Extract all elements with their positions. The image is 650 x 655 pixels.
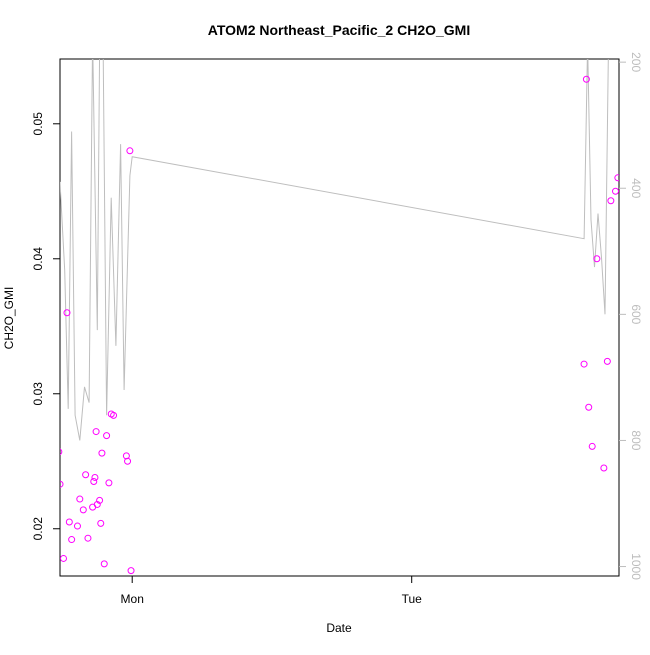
scatter-point: [79, 506, 87, 514]
y2-tick-label: 400: [629, 178, 643, 198]
x-tick-label: Mon: [121, 592, 144, 606]
scatter-point: [82, 471, 90, 479]
scatter-point: [65, 518, 73, 526]
scatter-point: [612, 187, 619, 195]
x-axis-label: Date: [326, 621, 352, 635]
scatter-series: [60, 75, 619, 575]
scatter-point: [96, 496, 104, 504]
scatter-point: [84, 534, 92, 542]
scatter-point: [588, 442, 596, 450]
scatter-point: [607, 197, 615, 205]
scatter-point: [100, 560, 108, 568]
scatter-point: [60, 554, 67, 562]
y2-tick-label: 600: [629, 304, 643, 324]
scatter-point: [97, 519, 105, 527]
scatter-point: [98, 449, 106, 457]
scatter-point: [110, 411, 118, 419]
y-axis-label: CH2O_GMI: [2, 287, 16, 350]
line-series: [60, 59, 609, 441]
scatter-point: [92, 428, 100, 436]
y-tick-label: 0.02: [31, 517, 45, 541]
left-axis: 0.02 0.03 0.04 0.05: [31, 112, 60, 541]
plot-frame: [59, 58, 620, 577]
scatter-point: [90, 478, 98, 486]
y2-tick-label: 200: [629, 52, 643, 72]
right-axis: 200 400 600 800 1000: [619, 52, 643, 580]
scatter-point: [103, 432, 111, 440]
scatter-point: [582, 75, 590, 83]
scatter-point: [603, 357, 611, 365]
y-tick-label: 0.05: [31, 112, 45, 136]
scatter-point: [63, 309, 71, 317]
chart-title: ATOM2 Northeast_Pacific_2 CH2O_GMI: [208, 22, 470, 38]
y2-tick-label: 1000: [629, 553, 643, 580]
y-tick-label: 0.04: [31, 247, 45, 271]
scatter-point: [585, 403, 593, 411]
scatter-point: [60, 448, 63, 456]
scatter-point: [76, 495, 84, 503]
scatter-point: [91, 473, 99, 481]
scatter-point: [127, 567, 135, 575]
scatter-point: [126, 147, 134, 155]
x-tick-label: Tue: [402, 592, 423, 606]
x-axis: Mon Tue: [121, 576, 423, 606]
scatter-point: [105, 479, 113, 487]
scatter-point: [73, 522, 81, 530]
scatter-point: [593, 255, 601, 263]
scatter-point: [124, 457, 132, 465]
scatter-point: [600, 464, 608, 472]
scatter-point: [580, 360, 588, 368]
series-line: [60, 59, 609, 441]
scatter-point: [614, 174, 619, 182]
scatter-point: [68, 536, 76, 544]
y2-tick-label: 800: [629, 430, 643, 450]
scatter-point: [60, 480, 64, 488]
scatter-point: [93, 500, 101, 508]
y-tick-label: 0.03: [31, 382, 45, 406]
